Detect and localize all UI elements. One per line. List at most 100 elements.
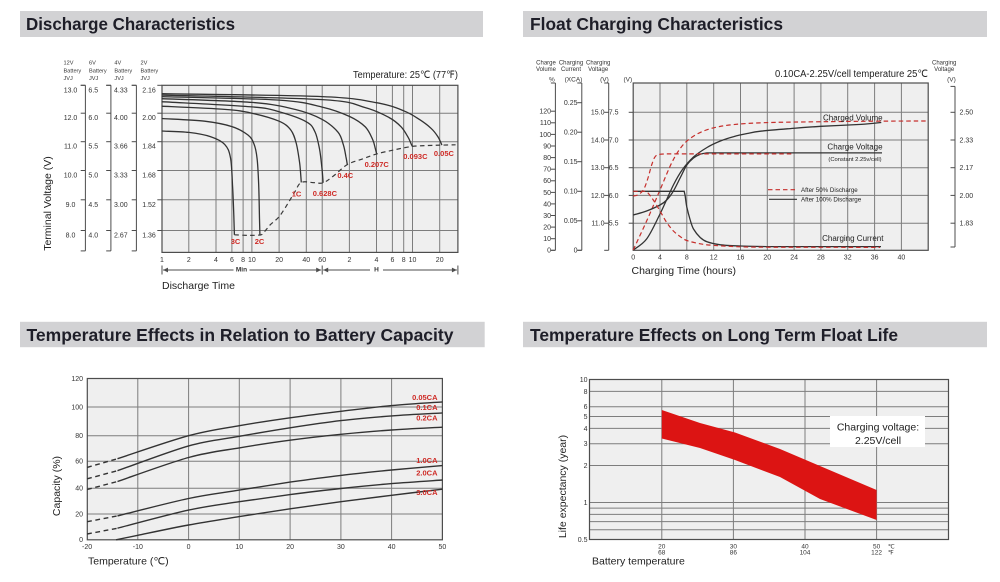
svg-text:16: 16 — [737, 255, 745, 262]
svg-text:36: 36 — [871, 255, 879, 262]
svg-text:2.50: 2.50 — [960, 110, 974, 117]
svg-text:60: 60 — [543, 178, 551, 185]
svg-text:60: 60 — [318, 257, 326, 264]
svg-text:13.0: 13.0 — [64, 87, 78, 94]
svg-text:12: 12 — [710, 255, 718, 262]
svg-text:6.0: 6.0 — [88, 115, 98, 122]
svg-text:120: 120 — [71, 376, 83, 383]
svg-text:4.5: 4.5 — [88, 202, 98, 209]
svg-text:8: 8 — [685, 255, 689, 262]
svg-text:Current: Current — [561, 67, 581, 73]
svg-text:Charging: Charging — [559, 60, 583, 66]
svg-text:12.0: 12.0 — [64, 115, 78, 122]
svg-text:Volume: Volume — [536, 67, 557, 73]
svg-text:-10: -10 — [133, 544, 143, 551]
svg-text:Voltage: Voltage — [934, 67, 955, 73]
svg-text:10: 10 — [409, 257, 417, 264]
svg-text:3: 3 — [584, 441, 588, 448]
svg-text:50: 50 — [873, 544, 881, 551]
svg-text:(XCA): (XCA) — [565, 77, 583, 84]
svg-text:20: 20 — [75, 511, 83, 518]
svg-text:6.0: 6.0 — [609, 193, 619, 200]
svg-text:3.00: 3.00 — [114, 202, 128, 209]
svg-text:4.00: 4.00 — [114, 115, 128, 122]
svg-text:0.10: 0.10 — [564, 189, 578, 196]
svg-text:120: 120 — [539, 109, 551, 116]
svg-text:(V): (V) — [623, 77, 632, 84]
svg-text:Discharge Time: Discharge Time — [162, 280, 235, 292]
svg-text:Temperature Effects in Relatio: Temperature Effects in Relation to Batte… — [27, 325, 454, 345]
svg-text:20: 20 — [543, 225, 551, 232]
svg-text:Battery: Battery — [64, 68, 82, 74]
svg-text:20: 20 — [275, 257, 283, 264]
svg-text:122: 122 — [871, 550, 882, 557]
svg-text:0.05C: 0.05C — [434, 149, 455, 158]
svg-text:11.0: 11.0 — [591, 221, 604, 228]
svg-text:28: 28 — [817, 255, 825, 262]
svg-text:0.207C: 0.207C — [365, 160, 390, 169]
svg-text:JVJ: JVJ — [64, 76, 74, 82]
svg-text:40: 40 — [898, 255, 906, 262]
svg-text:20: 20 — [658, 544, 666, 551]
svg-text:3.33: 3.33 — [114, 173, 128, 180]
svg-text:2: 2 — [584, 463, 588, 470]
svg-text:0: 0 — [631, 255, 635, 262]
svg-text:110: 110 — [540, 120, 551, 127]
svg-text:4: 4 — [375, 257, 379, 264]
svg-text:24: 24 — [790, 255, 798, 262]
svg-text:3.0CA: 3.0CA — [416, 488, 438, 497]
svg-text:0.10CA-2.25V/cell temperature: 0.10CA-2.25V/cell temperature 25℃ — [775, 69, 928, 80]
svg-text:Temperature (℃): Temperature (℃) — [88, 556, 169, 568]
svg-text:2.33: 2.33 — [960, 137, 974, 144]
svg-text:2.25V/cell: 2.25V/cell — [855, 435, 901, 447]
svg-text:6V: 6V — [89, 61, 96, 67]
svg-text:Charged Volume: Charged Volume — [823, 114, 883, 123]
svg-text:H: H — [374, 267, 379, 274]
svg-text:8: 8 — [584, 389, 588, 396]
svg-text:0.4C: 0.4C — [337, 171, 353, 180]
svg-text:20: 20 — [436, 257, 444, 264]
svg-text:0.05: 0.05 — [564, 218, 578, 225]
svg-text:1.36: 1.36 — [142, 233, 156, 240]
svg-text:8: 8 — [402, 257, 406, 264]
svg-text:8.0: 8.0 — [66, 233, 76, 240]
svg-text:Charging: Charging — [932, 60, 956, 66]
svg-text:0: 0 — [547, 248, 551, 255]
svg-text:(V): (V) — [600, 77, 609, 84]
svg-text:0.093C: 0.093C — [403, 152, 428, 161]
svg-text:%: % — [549, 77, 555, 84]
svg-text:20: 20 — [286, 544, 294, 551]
svg-text:2.0CA: 2.0CA — [416, 468, 438, 477]
svg-text:℉: ℉ — [888, 550, 894, 557]
svg-text:0: 0 — [574, 248, 578, 255]
svg-text:0.628C: 0.628C — [313, 189, 338, 198]
svg-text:Charging: Charging — [586, 60, 610, 66]
svg-text:2.67: 2.67 — [114, 233, 128, 240]
svg-text:Min: Min — [236, 267, 247, 274]
svg-text:Battery: Battery — [114, 68, 132, 74]
svg-text:40: 40 — [75, 486, 83, 493]
svg-text:Charge Voltage: Charge Voltage — [827, 142, 883, 151]
svg-text:Discharge Characteristics: Discharge Characteristics — [26, 14, 235, 34]
svg-text:86: 86 — [730, 550, 738, 557]
svg-text:0.15: 0.15 — [564, 159, 578, 166]
svg-text:2.17: 2.17 — [960, 165, 974, 172]
svg-text:40: 40 — [801, 544, 809, 551]
svg-text:50: 50 — [439, 544, 447, 551]
svg-text:10: 10 — [580, 377, 588, 384]
svg-text:10: 10 — [248, 257, 256, 264]
svg-text:0.5: 0.5 — [578, 537, 588, 544]
svg-text:Charging Time (hours): Charging Time (hours) — [632, 265, 736, 277]
svg-text:1.83: 1.83 — [960, 221, 974, 228]
svg-text:Temperature Effects on Long Te: Temperature Effects on Long Term Float L… — [530, 325, 898, 345]
svg-text:10.0: 10.0 — [64, 173, 78, 180]
svg-text:20: 20 — [763, 255, 771, 262]
svg-text:2V: 2V — [141, 61, 148, 67]
svg-text:5.0: 5.0 — [88, 173, 98, 180]
svg-text:2: 2 — [187, 257, 191, 264]
svg-text:68: 68 — [658, 550, 666, 557]
svg-text:30: 30 — [730, 544, 738, 551]
svg-text:12.0: 12.0 — [591, 193, 605, 200]
svg-text:5.5: 5.5 — [609, 221, 619, 228]
svg-text:14.0: 14.0 — [591, 137, 605, 144]
